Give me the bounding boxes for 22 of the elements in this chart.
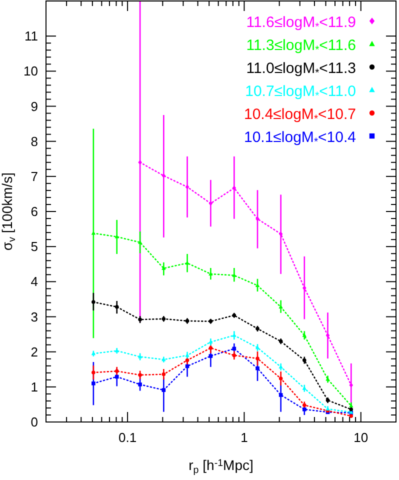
y-tick-label: 5 [30, 239, 38, 254]
x-tick-label: 1 [240, 430, 248, 445]
x-tick-label: 0.1 [118, 430, 137, 445]
y-tick-label: 10 [24, 64, 38, 79]
legend-label: 11.3≤logM$_{*}$<11.6 [246, 37, 356, 56]
y-tick-label: 1 [30, 379, 38, 394]
y-tick-label: 3 [30, 309, 38, 324]
y-tick-label: 8 [30, 134, 38, 149]
x-tick-label: 10 [354, 430, 368, 445]
legend-label: 10.4≤logM$_{*}$<10.7 [244, 106, 356, 126]
y-tick-label: 9 [30, 98, 38, 114]
y-tick-label: 6 [30, 204, 38, 219]
y-tick-label: 11 [24, 28, 38, 44]
y-tick-label: 4 [30, 274, 38, 290]
y-tick-label: 7 [30, 168, 38, 184]
legend-label: 10.1≤logM$_{*}$<10.4 [244, 129, 356, 148]
legend-label: 11.0≤logM$_{*}$<11.3 [246, 60, 356, 80]
y-tick-label: 2 [30, 344, 38, 360]
legend-label: 10.7≤logM$_{*}$<11.0 [245, 83, 356, 102]
y-tick-label: 0 [30, 414, 38, 430]
legend-label: 11.6≤logM$_{*}$<11.9 [246, 14, 356, 34]
x-axis-title: r$_{p}$ [h$^{-1}$Mpc] [188, 457, 254, 476]
